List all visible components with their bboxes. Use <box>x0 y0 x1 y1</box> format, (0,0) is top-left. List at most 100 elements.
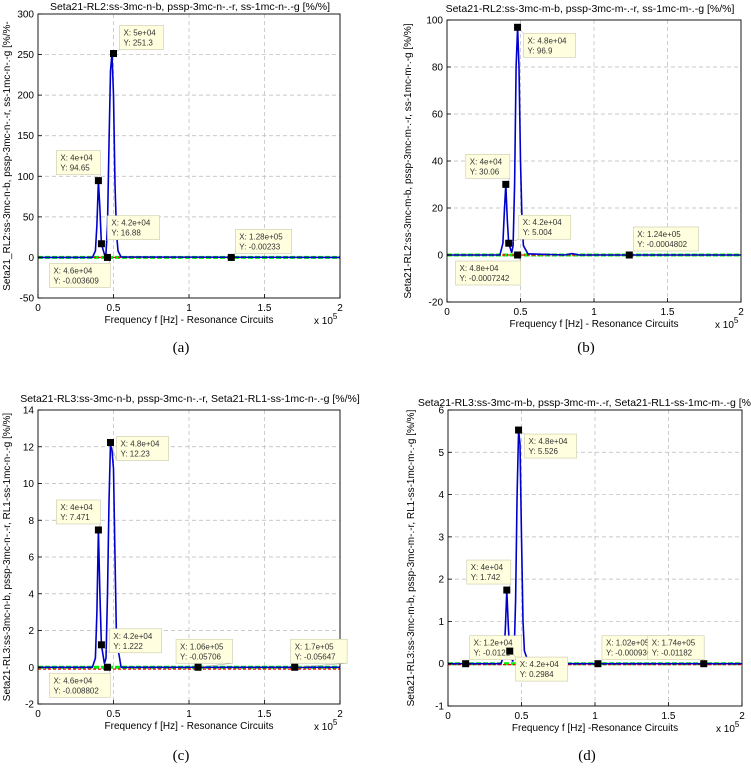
y-tick-label: 0 <box>437 251 443 262</box>
y-tick-label: 4 <box>438 490 444 501</box>
data-tip[interactable]: X: 4.8e+04Y: 96.9 <box>514 23 576 58</box>
data-tip-box <box>465 154 511 179</box>
data-tip-text: Y: 1.742 <box>471 573 501 582</box>
data-tip[interactable]: X: 1.06e+05Y: -0.05706 <box>175 638 233 671</box>
y-tick-label: 60 <box>432 110 444 121</box>
data-tip-text: Y: -0.00233 <box>239 242 280 251</box>
y-tick-label: 150 <box>17 131 34 142</box>
data-tip[interactable]: X: 4e+04Y: 7.471 <box>56 499 102 534</box>
y-tick-label: 8 <box>28 516 34 527</box>
data-tip-marker[interactable] <box>514 251 522 259</box>
y-axis-label: Seta21-RL2:ss-3mc-m-b, pssp-3mc-m-.-r, s… <box>403 23 414 298</box>
x-tick-label: 1 <box>591 307 597 318</box>
data-tip[interactable]: X: 5e+04Y: 251.3 <box>110 25 164 58</box>
x-multiplier: x 105 <box>716 720 740 735</box>
x-multiplier-base: x 10 <box>314 722 333 733</box>
y-axis-label: Seta21-RL3:ss-3mc-m-b, pssp-3mc-m-.-r, R… <box>406 409 417 706</box>
data-tip-marker[interactable] <box>97 641 105 649</box>
x-tick-label: 2 <box>738 307 744 318</box>
data-tip-text: X: 4.8e+04 <box>529 437 568 446</box>
data-tip-text: X: 5e+04 <box>124 29 157 38</box>
data-tip-marker[interactable] <box>594 660 602 668</box>
data-tip-text: Y: 5.526 <box>529 447 559 456</box>
data-tip-text: Y: 1.222 <box>113 642 143 651</box>
data-tip[interactable]: X: 4e+04Y: 1.742 <box>466 559 512 594</box>
data-tip[interactable]: X: 1.7e+05Y: -0.05647 <box>290 638 348 671</box>
data-tip-text: Y: 5.004 <box>523 228 553 237</box>
data-tip-text: X: 4.2e+04 <box>523 218 562 227</box>
data-tip-text: X: 4.6e+04 <box>53 676 92 685</box>
data-tip-marker[interactable] <box>97 240 105 248</box>
data-tip[interactable]: X: 4.2e+04Y: 16.88 <box>97 215 160 248</box>
data-tip-marker[interactable] <box>227 253 235 261</box>
data-tip-box <box>290 638 348 664</box>
data-tip[interactable]: X: 4.2e+04Y: 1.222 <box>97 628 162 654</box>
data-tip[interactable]: X: 4.8e+04Y: 12.23 <box>106 436 169 461</box>
data-tip-leader <box>294 663 348 668</box>
data-tip-box <box>116 436 169 461</box>
data-tip-text: X: 1.2e+04 <box>474 639 513 648</box>
data-tip[interactable]: X: 1.24e+05Y: -0.0004802 <box>625 226 699 259</box>
data-tip-marker[interactable] <box>94 526 102 534</box>
data-tip[interactable]: X: 4.6e+04Y: -0.008802 <box>49 663 111 698</box>
data-tip[interactable]: X: 4.2e+04Y: 5.004 <box>505 214 572 247</box>
data-tip[interactable]: X: 4e+04Y: 30.06 <box>465 154 511 188</box>
data-tip-box <box>56 499 101 525</box>
data-tip-box <box>49 263 111 288</box>
data-tip-marker[interactable] <box>462 660 470 668</box>
x-tick-label: 0 <box>35 709 41 720</box>
y-tick-label: 0 <box>438 659 444 670</box>
data-tip-marker[interactable] <box>505 239 513 247</box>
data-tip[interactable]: X: 4e+04Y: 94.65 <box>56 150 102 185</box>
x-tick-label: 0 <box>444 307 450 318</box>
x-tick-label: 0.5 <box>107 709 121 720</box>
x-multiplier-base: x 10 <box>715 320 734 331</box>
data-tip-marker[interactable] <box>291 663 299 671</box>
x-tick-label: 0 <box>445 711 451 722</box>
data-tip-marker[interactable] <box>515 426 523 434</box>
x-tick-label: 1 <box>186 709 192 720</box>
y-tick-label: 0 <box>28 253 34 264</box>
data-tip-marker[interactable] <box>506 647 514 655</box>
data-tip-text: X: 4.2e+04 <box>520 660 559 669</box>
data-tip-marker[interactable] <box>700 660 708 668</box>
x-tick-label: 0.5 <box>107 303 121 314</box>
data-tip-marker[interactable] <box>502 180 510 188</box>
data-tip-marker[interactable] <box>103 253 111 261</box>
data-tip[interactable]: X: 4.8e+04Y: 5.526 <box>515 426 577 459</box>
data-tip-text: Y: -0.0121 <box>474 649 511 658</box>
series-line-blue <box>448 429 742 665</box>
data-tip[interactable]: X: 4.2e+04Y: 0.2984 <box>506 647 569 682</box>
data-tip-box <box>515 656 569 682</box>
y-tick-label: 80 <box>432 63 444 74</box>
y-tick-label: -20 <box>429 298 444 309</box>
y-tick-label: 10 <box>23 479 35 490</box>
data-tip-marker[interactable] <box>514 23 522 31</box>
data-tip-text: X: 4e+04 <box>471 563 504 572</box>
data-tip-marker[interactable] <box>106 439 114 447</box>
data-tip-marker[interactable] <box>194 663 202 671</box>
data-tip-marker[interactable] <box>94 177 102 185</box>
data-tip-marker[interactable] <box>103 663 111 671</box>
data-tip-text: X: 1.74e+05 <box>652 639 696 648</box>
data-tip-text: Y: -0.003609 <box>53 276 99 285</box>
data-tip-text: X: 4.2e+04 <box>113 632 152 641</box>
data-tip-text: X: 4.8e+04 <box>528 36 567 45</box>
chart-title: Seta21-RL2:ss-3mc-n-b, pssp-3mc-n-.-r, s… <box>50 1 330 13</box>
data-tip[interactable]: X: 4.8e+04Y: -0.0007242 <box>455 251 522 286</box>
data-tip[interactable]: X: 4.6e+04Y: -0.003609 <box>49 253 111 288</box>
data-tip-marker[interactable] <box>503 586 511 594</box>
x-tick-label: 0.5 <box>514 307 528 318</box>
data-tip-box <box>175 638 233 664</box>
x-multiplier-exponent: 5 <box>333 718 338 727</box>
x-multiplier-exponent: 5 <box>734 316 739 325</box>
y-tick-label: 0 <box>28 663 34 674</box>
data-tip-marker[interactable] <box>625 251 633 259</box>
data-tip-box <box>647 635 705 661</box>
data-tip[interactable]: X: 1.74e+05Y: -0.01182 <box>647 635 708 668</box>
data-tip[interactable]: X: 1.28e+05Y: -0.00233 <box>227 229 292 261</box>
data-tip-marker[interactable] <box>110 50 117 58</box>
